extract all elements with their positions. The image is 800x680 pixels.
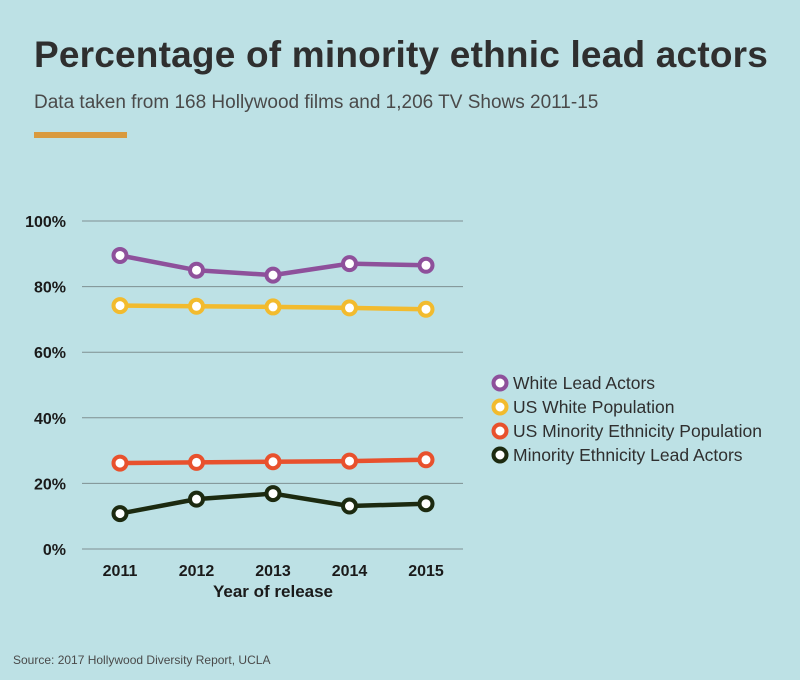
data-point (114, 507, 127, 520)
legend: White Lead Actors US White Population US M… (494, 373, 763, 465)
legend-label: Minority Ethnicity Lead Actors (513, 445, 743, 465)
data-point (114, 457, 127, 470)
series-lines (114, 249, 433, 520)
y-tick-label: 40% (34, 411, 66, 428)
y-tick-label: 80% (34, 280, 66, 297)
legend-label: White Lead Actors (513, 373, 655, 393)
x-tick-labels: 2011 2012 2013 2014 2015 (103, 563, 444, 580)
data-point (420, 497, 433, 510)
data-point (343, 301, 356, 314)
legend-item: US White Population (494, 397, 675, 417)
series-0 (114, 249, 433, 282)
legend-item: Minority Ethnicity Lead Actors (494, 445, 743, 465)
data-point (114, 249, 127, 262)
legend-label: US White Population (513, 397, 674, 417)
y-tick-label: 0% (43, 542, 66, 559)
data-point (343, 257, 356, 270)
data-point (420, 259, 433, 272)
line-chart: 0%20%40%60%80%100% 2011 2012 2013 2014 2015 … (0, 0, 800, 680)
data-point (343, 455, 356, 468)
data-point (190, 264, 203, 277)
legend-item: US Minority Ethnicity Population (494, 421, 763, 441)
legend-marker (494, 425, 507, 438)
source-note: Source: 2017 Hollywood Diversity Report,… (13, 653, 270, 667)
series-1 (114, 299, 433, 316)
y-tick-labels: 0% 20% 40% 60% 80% 100% (25, 214, 66, 559)
legend-marker (494, 377, 507, 390)
y-tick-label: 100% (25, 214, 66, 231)
data-point (267, 487, 280, 500)
data-point (190, 300, 203, 313)
series-3 (114, 487, 433, 520)
legend-label: US Minority Ethnicity Population (513, 421, 762, 441)
data-point (190, 456, 203, 469)
x-tick-label: 2014 (332, 563, 368, 580)
x-tick-label: 2012 (179, 563, 215, 580)
data-point (114, 299, 127, 312)
data-point (420, 453, 433, 466)
data-point (267, 269, 280, 282)
x-tick-label: 2015 (408, 563, 444, 580)
series-2 (114, 453, 433, 469)
data-point (190, 493, 203, 506)
y-tick-label: 60% (34, 345, 66, 362)
legend-item: White Lead Actors (494, 373, 656, 393)
legend-marker (494, 449, 507, 462)
y-tick-label: 20% (34, 476, 66, 493)
data-point (420, 303, 433, 316)
data-point (267, 300, 280, 313)
x-tick-label: 2013 (255, 563, 291, 580)
data-point (343, 500, 356, 513)
data-point (267, 455, 280, 468)
x-tick-label: 2011 (103, 563, 138, 580)
x-axis-title: Year of release (213, 582, 333, 601)
legend-marker (494, 401, 507, 414)
